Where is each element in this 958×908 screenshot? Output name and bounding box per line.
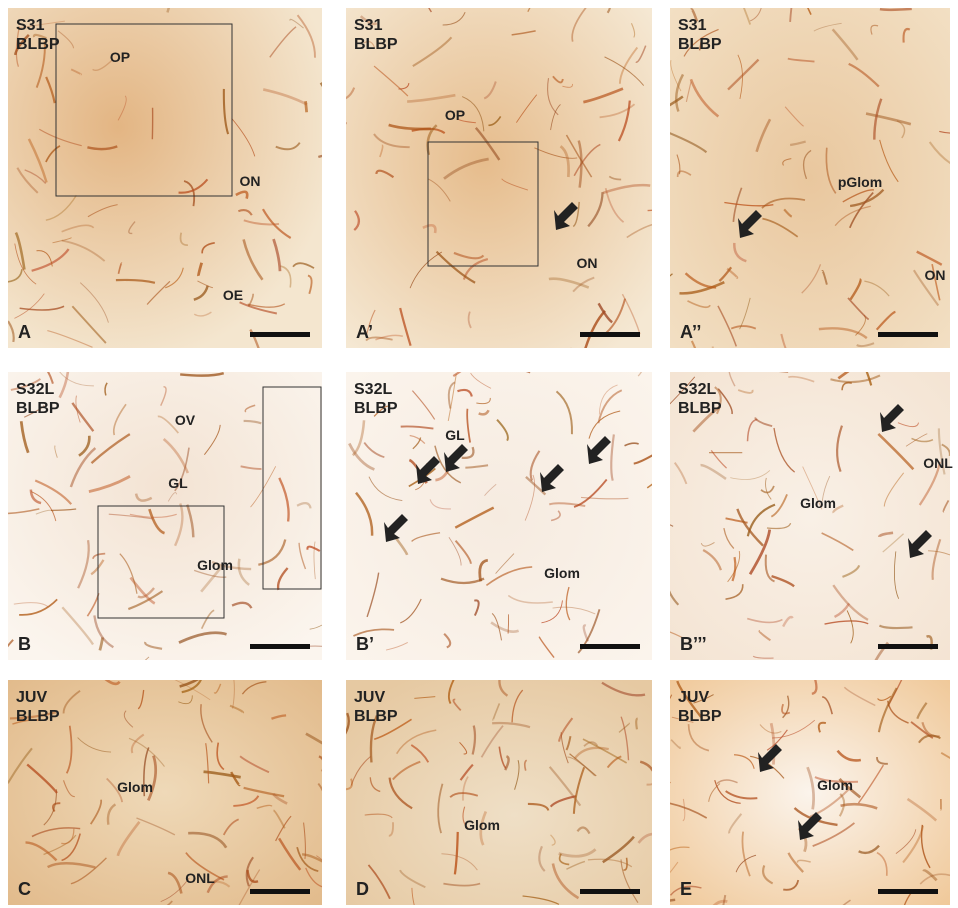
region-label: ONL (185, 870, 215, 886)
stage: S31 (678, 17, 707, 34)
region-label: Glom (544, 565, 580, 581)
fiber (638, 346, 651, 376)
region-label: GL (445, 427, 465, 443)
region-label: OP (110, 49, 130, 65)
marker: BLBP (354, 400, 398, 417)
fiber (306, 101, 307, 112)
region-label: Glom (800, 495, 836, 511)
panel: S32L BLBP GL Glom B’ (346, 346, 667, 660)
panel-letter: A’’ (680, 322, 701, 342)
region-label: Glom (117, 779, 153, 795)
region-label: OV (175, 412, 196, 428)
fiber (652, 747, 670, 783)
marker: BLBP (16, 36, 60, 53)
scale-bar (250, 889, 310, 894)
panel: S32L BLBP OV GL Glom B (0, 353, 337, 687)
region-label: ON (925, 267, 946, 283)
figure: S31 BLBP OP ON OE A S31 BLBP OP ON A’ S31 BLBP pGlom O… (0, 0, 958, 908)
panel-letter: A (18, 322, 31, 342)
marker: BLBP (354, 36, 398, 53)
panel: JUV BLBP Glom ONL C (8, 659, 342, 908)
micrograph (346, 346, 667, 660)
panel-letter: B (18, 634, 31, 654)
scale-bar (250, 332, 310, 337)
marker: BLBP (16, 708, 60, 725)
region-label: ON (577, 255, 598, 271)
panel-letter: B’’’ (680, 634, 707, 654)
scale-bar (878, 332, 938, 337)
fiber (318, 149, 346, 157)
panel: JUV BLBP Glom D (342, 673, 658, 908)
stage: S32L (678, 381, 716, 398)
panel-letter: D (356, 879, 369, 899)
panel: S31 BLBP pGlom ON A’’ (650, 0, 958, 385)
background (346, 8, 652, 348)
region-label: Glom (197, 557, 233, 573)
region-label: pGlom (838, 174, 882, 190)
micrograph (3, 0, 346, 357)
marker: BLBP (354, 708, 398, 725)
panel-letter: A’ (356, 322, 373, 342)
stage: S31 (354, 17, 383, 34)
stage: JUV (16, 689, 47, 706)
region-label: ON (240, 173, 261, 189)
scale-bar (580, 332, 640, 337)
region-label: Glom (817, 777, 853, 793)
marker: BLBP (678, 36, 722, 53)
scale-bar (580, 889, 640, 894)
panel: JUV BLBP Glom E (652, 678, 958, 908)
region-label: OE (223, 287, 243, 303)
fiber (487, 368, 531, 373)
stage: S32L (16, 381, 54, 398)
fiber (321, 83, 343, 111)
marker: BLBP (16, 400, 60, 417)
region-label: OP (445, 107, 465, 123)
stage: S31 (16, 17, 45, 34)
scale-bar (580, 644, 640, 649)
scale-bar (878, 889, 938, 894)
panel: S31 BLBP OP ON OE A (3, 0, 346, 357)
background (8, 8, 322, 348)
panel-letter: E (680, 879, 692, 899)
panel-letter: B’ (356, 634, 374, 654)
stage: JUV (354, 689, 385, 706)
micrograph (8, 659, 342, 908)
scale-bar (250, 644, 310, 649)
stage: JUV (678, 689, 709, 706)
panel-letter: C (18, 879, 31, 899)
fiber (880, 9, 912, 10)
fiber (744, 371, 788, 372)
panel: S31 BLBP OP ON A’ (307, 0, 682, 394)
marker: BLBP (678, 400, 722, 417)
region-label: ONL (923, 455, 953, 471)
region-label: Glom (464, 817, 500, 833)
scale-bar (878, 644, 938, 649)
region-label: GL (168, 475, 188, 491)
fiber (656, 695, 672, 712)
background (670, 8, 950, 348)
stage: S32L (354, 381, 392, 398)
marker: BLBP (678, 708, 722, 725)
panel: S32L BLBP ONL Glom B’’’ (642, 348, 958, 666)
